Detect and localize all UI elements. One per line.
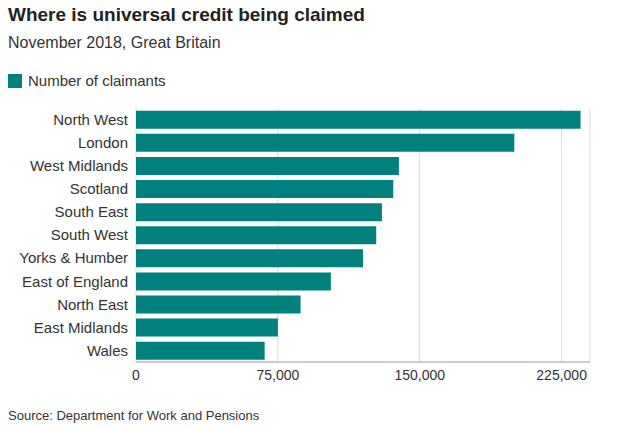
svg-text:0: 0 bbox=[132, 367, 140, 383]
svg-text:Yorks & Humber: Yorks & Humber bbox=[19, 249, 128, 266]
html-text:Where is universal credit bein: Where is universal credit being claimed bbox=[8, 4, 365, 25]
html-text:November 2018, Great Britain: November 2018, Great Britain bbox=[8, 34, 221, 51]
svg-text:East of England: East of England bbox=[22, 273, 128, 290]
svg-text:150,000: 150,000 bbox=[394, 367, 445, 383]
svg-text:North West: North West bbox=[53, 111, 129, 128]
svg-text:Wales: Wales bbox=[87, 342, 128, 359]
svg-text:East Midlands: East Midlands bbox=[34, 319, 128, 336]
svg-text:75,000: 75,000 bbox=[256, 367, 299, 383]
svg-text:London: London bbox=[78, 134, 128, 151]
svg-text:225,000: 225,000 bbox=[536, 367, 587, 383]
svg-text:South West: South West bbox=[51, 226, 129, 243]
html-text:Source: Department for Work an: Source: Department for Work and Pensions bbox=[8, 408, 260, 423]
svg-text:South East: South East bbox=[55, 203, 129, 220]
html-text:Number of claimants: Number of claimants bbox=[28, 72, 166, 89]
svg-text:North East: North East bbox=[57, 296, 129, 313]
svg-text:West Midlands: West Midlands bbox=[30, 157, 128, 174]
svg-text:Scotland: Scotland bbox=[70, 180, 128, 197]
